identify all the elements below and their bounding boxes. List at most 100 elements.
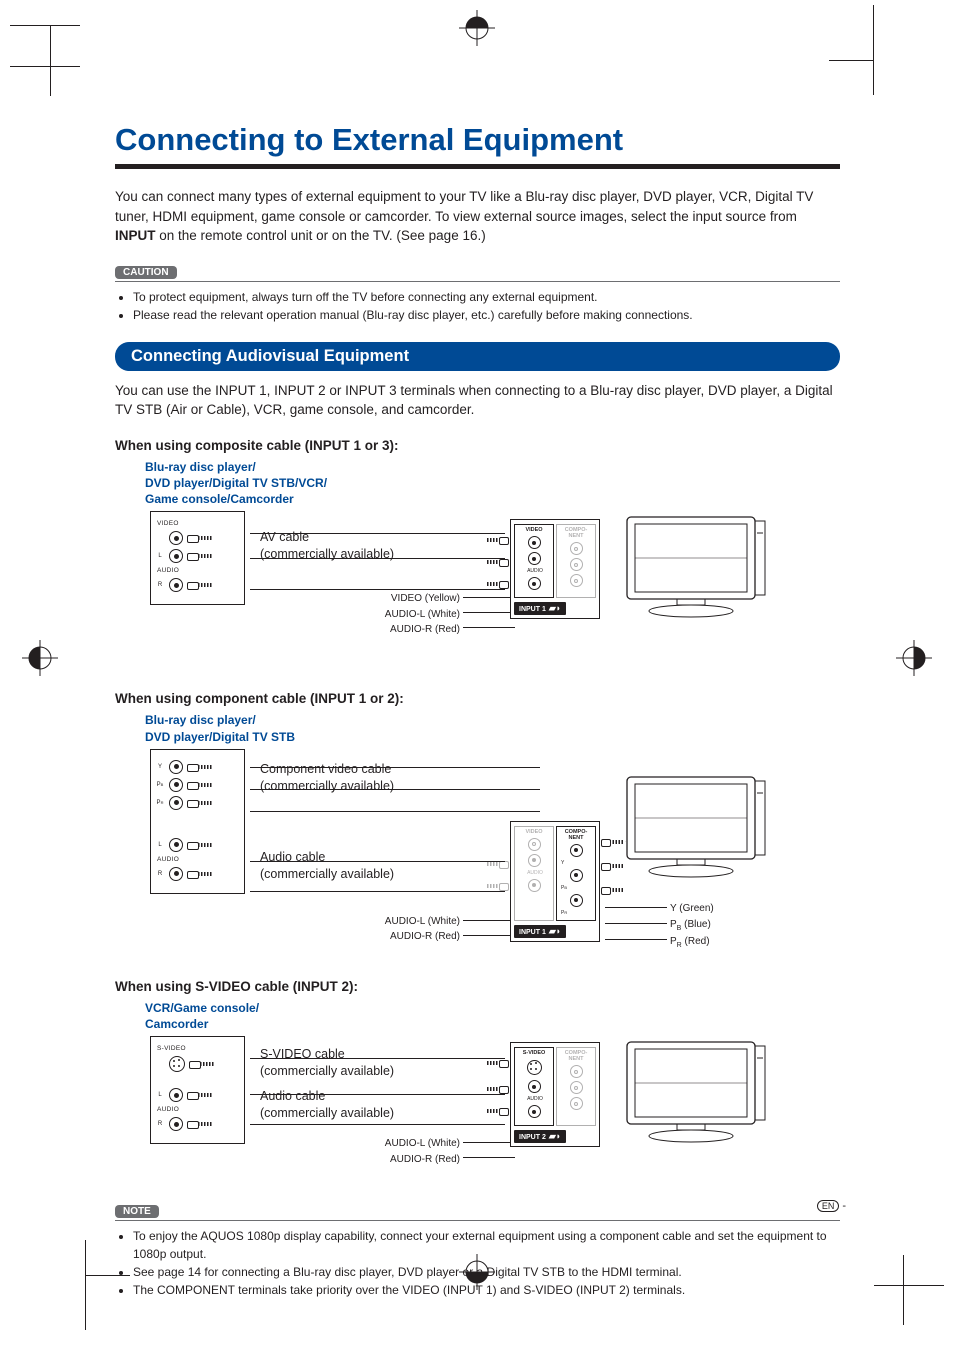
plug-icon [187, 1090, 215, 1100]
arrow-icon: ▰◗ [549, 1131, 561, 1142]
registration-mark-top-icon [459, 10, 495, 46]
signal-label: AUDIO-R (Red) [330, 1152, 460, 1168]
rca-jack-icon [570, 542, 583, 555]
rca-jack-icon [570, 1065, 583, 1078]
page-dash: - [842, 1200, 846, 1212]
plug-icon [187, 533, 215, 543]
note-block: NOTE To enjoy the AQUOS 1080p display ca… [115, 1201, 840, 1299]
caution-block: CAUTION To protect equipment, always tur… [115, 262, 840, 324]
rca-jack-icon [169, 760, 183, 774]
section-heading: Connecting Audiovisual Equipment [115, 342, 840, 371]
component-device-label: Blu-ray disc player/ DVD player/Digital … [145, 712, 840, 744]
rca-jack-icon [570, 574, 583, 587]
leader-line [250, 811, 540, 812]
composite-device-label: Blu-ray disc player/ DVD player/Digital … [145, 459, 840, 508]
title-underline [115, 164, 840, 169]
signal-label: AUDIO-L (White) [330, 914, 460, 930]
svideo-source-box: S-VIDEO L AUDIO R [150, 1036, 245, 1144]
caution-item: Please read the relevant operation manua… [133, 306, 840, 324]
plug-icon [485, 558, 509, 566]
plug-icon [601, 862, 625, 870]
signal-label: AUDIO-L (White) [330, 1136, 460, 1152]
src-l-label: L [155, 1092, 165, 1098]
dest-audio-label: AUDIO [519, 568, 551, 574]
dest-col-header: COMPO- NENT [559, 829, 593, 841]
rca-jack-icon [570, 869, 583, 882]
dest-col-header: VIDEO [517, 829, 551, 835]
leader-line [250, 767, 540, 768]
plug-icon [187, 869, 215, 879]
dest-pr-label: PR [561, 910, 593, 916]
intro-bold: INPUT [115, 228, 156, 243]
leader-line [250, 558, 505, 559]
rca-jack-icon [528, 536, 541, 549]
plug-icon [187, 780, 215, 790]
src-audio-label: AUDIO [157, 856, 240, 863]
plug-icon [187, 580, 215, 590]
dest-col-header: COMPO- NENT [559, 527, 593, 539]
note-rule [115, 1220, 840, 1221]
plug-icon [485, 536, 509, 544]
src-r-label: R [155, 1121, 165, 1127]
leader-line [463, 1157, 515, 1158]
rca-jack-icon [169, 578, 183, 592]
rca-jack-icon [169, 778, 183, 792]
dest-col-video: VIDEO AUDIO [514, 826, 554, 921]
src-l-label: L [155, 842, 165, 848]
dest-col-component: COMPO- NENT [556, 1047, 596, 1126]
component-signal-labels: AUDIO-L (White) AUDIO-R (Red) [330, 914, 460, 945]
intro-paragraph: You can connect many types of external e… [115, 187, 840, 246]
plug-icon [601, 838, 625, 846]
input-tag-text: INPUT 1 [519, 606, 546, 613]
leader-line [463, 627, 515, 628]
dest-audio-label: AUDIO [519, 870, 551, 876]
registration-mark-left-icon [22, 640, 58, 676]
leader-line [605, 907, 667, 908]
tv-illustration-icon [625, 1036, 770, 1148]
composite-signal-labels: VIDEO (Yellow) AUDIO-L (White) AUDIO-R (… [330, 591, 460, 638]
rca-jack-icon [570, 1097, 583, 1110]
composite-diagram: VIDEO L AUDIO R AV cable (commercially a… [115, 511, 840, 681]
cable-subtext: (commercially available) [260, 778, 560, 795]
component-source-box: Y PB PR L AUDIO R [150, 749, 245, 894]
composite-dest-panel: VIDEO AUDIO COMPO- NENT INPUT 1▰◗ [510, 519, 600, 619]
component-dest-panel: VIDEO AUDIO COMPO- NENT Y PB [510, 821, 600, 942]
src-audio-label: AUDIO [157, 1106, 240, 1113]
crop-mark-br [874, 1255, 944, 1325]
leader-line [250, 1058, 505, 1059]
registration-mark-right-icon [896, 640, 932, 676]
rca-jack-icon [169, 1117, 183, 1131]
rca-jack-icon [570, 844, 583, 857]
rca-jack-icon [169, 549, 183, 563]
leader-line [250, 1094, 505, 1095]
src-y-label: Y [155, 764, 165, 770]
leader-line [463, 612, 515, 613]
tv-illustration-icon [625, 511, 770, 623]
leader-line [463, 597, 515, 598]
note-list: To enjoy the AQUOS 1080p display capabil… [115, 1227, 840, 1299]
rca-jack-icon [169, 796, 183, 810]
plug-icon [485, 1085, 509, 1093]
input-tag: INPUT 1▰◗ [514, 602, 566, 615]
dest-y-label: Y [561, 860, 593, 866]
svideo-jack-icon [169, 1056, 185, 1072]
rca-jack-icon [528, 1105, 541, 1118]
rca-jack-icon [570, 1081, 583, 1094]
svideo-heading: When using S-VIDEO cable (INPUT 2): [115, 979, 840, 994]
input-tag-text: INPUT 1 [519, 929, 546, 936]
caution-list: To protect equipment, always turn off th… [115, 288, 840, 324]
input-tag: INPUT 2▰◗ [514, 1130, 566, 1143]
page-number: EN- [817, 1200, 846, 1212]
rca-jack-icon [570, 558, 583, 571]
plug-icon [485, 1059, 509, 1067]
side-label-pb: PB (Blue) [670, 917, 714, 934]
rca-jack-icon [528, 577, 541, 590]
svideo-dest-panel: S-VIDEO AUDIO COMPO- NENT [510, 1042, 600, 1147]
rca-jack-icon [528, 879, 541, 892]
plug-icon [187, 840, 215, 850]
plug-icon [485, 882, 509, 890]
note-item: See page 14 for connecting a Blu-ray dis… [133, 1263, 840, 1281]
signal-label: VIDEO (Yellow) [330, 591, 460, 607]
dest-col-header: S-VIDEO [517, 1050, 551, 1056]
plug-icon [601, 886, 625, 894]
